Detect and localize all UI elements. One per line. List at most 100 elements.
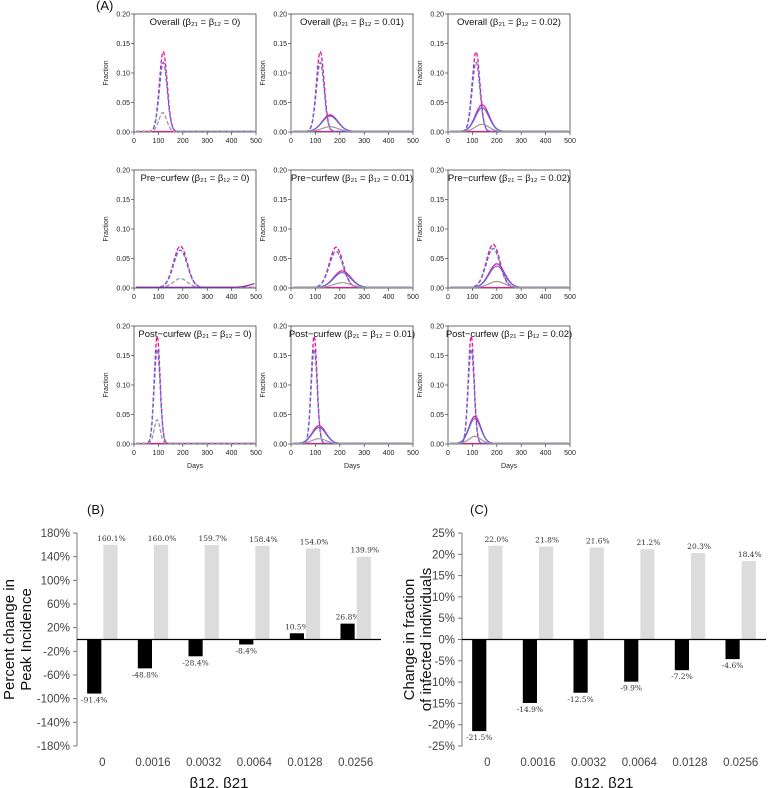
panel-label-a: (A)	[96, 0, 113, 13]
y-axis-title: Percent change inPeak Incidence	[1, 579, 35, 700]
series-line-blue	[136, 249, 255, 289]
y-tick-label: 0.20	[273, 12, 287, 19]
series-line-gray	[136, 111, 255, 133]
data-label: -48.8%	[132, 670, 158, 679]
x-tick-label: 0	[484, 757, 490, 769]
x-axis-label: Days	[344, 463, 360, 470]
x-tick-label: 0.0064	[622, 757, 658, 769]
y-tick-label: 0%	[438, 635, 455, 647]
bar	[691, 553, 706, 640]
y-tick-label: 0.10	[116, 383, 130, 390]
y-tick-label: 0.15	[273, 197, 287, 204]
y-tick-label: 0.20	[116, 168, 130, 175]
bar	[472, 639, 487, 732]
x-tick-label: 0	[446, 294, 450, 301]
y-axis-title-line: Peak Incidence	[18, 588, 35, 691]
x-tick-label: 0.0128	[287, 757, 322, 769]
x-tick-label: 200	[334, 138, 346, 145]
series-line-gray	[293, 126, 412, 132]
plot-frame	[290, 13, 414, 133]
x-tick-label: 100	[310, 450, 322, 457]
x-tick-label: 300	[515, 138, 527, 145]
x-tick-label: 100	[153, 450, 165, 457]
bar	[725, 639, 740, 660]
data-label: -7.2%	[671, 672, 693, 681]
bar	[154, 544, 169, 640]
series-line-gray	[450, 435, 569, 444]
x-tick-label: 0	[289, 138, 293, 145]
data-label: -28.4%	[182, 658, 208, 667]
y-tick-label: -5%	[435, 656, 455, 668]
x-tick-label: 100	[467, 294, 479, 301]
y-axis-label: Fraction	[260, 60, 267, 85]
y-tick-label: -100%	[37, 694, 70, 706]
x-tick-label: 100	[310, 294, 322, 301]
x-tick-label: 0	[446, 450, 450, 457]
data-label: -9.9%	[620, 684, 642, 693]
y-axis-label: Fraction	[417, 60, 424, 85]
small-multiple-panel: 0 100 200 300 400 500 0.00 0.05 0.10 0.15 0.20 Frac…	[417, 168, 576, 302]
x-tick-label: 300	[515, 294, 527, 301]
x-tick-label: 200	[334, 294, 346, 301]
plot-frame	[447, 325, 571, 445]
y-tick-label: 0.15	[430, 353, 444, 360]
y-axis-title-line: Change in fraction	[401, 579, 418, 701]
panel-title: Overall (β₂₁ = β₁₂ = 0.02)	[457, 17, 561, 28]
series-line-gray	[450, 123, 569, 132]
bar	[289, 633, 304, 640]
bar	[522, 639, 537, 703]
y-tick-label: 0.05	[430, 256, 444, 263]
y-tick-label: 140%	[41, 552, 70, 564]
series-line-gray	[450, 280, 569, 288]
small-multiple-panel: 0 100 200 300 400 500 0.00 0.05 0.10 0.15 0.20 Frac…	[260, 168, 419, 302]
y-tick-label: 0.00	[273, 130, 287, 137]
panel-label-b: (B)	[87, 502, 104, 517]
x-tick-label: 500	[564, 450, 576, 457]
series-line-magenta	[293, 246, 412, 289]
bar	[624, 639, 639, 682]
panel-title: Post−curfew (β₂₁ = β₁₂ = 0)	[138, 329, 251, 340]
panel-title: Post−curfew (β₂₁ = β₁₂ = 0.01)	[289, 329, 415, 340]
x-tick-label: 300	[358, 294, 370, 301]
y-tick-label: 0.20	[273, 168, 287, 175]
x-tick-label: 400	[226, 138, 238, 145]
series-line-blue	[293, 348, 412, 445]
y-axis-label: Fraction	[417, 372, 424, 397]
x-tick-label: 500	[407, 138, 419, 145]
bar	[306, 548, 321, 640]
bar	[137, 639, 152, 669]
y-axis-label: Fraction	[260, 216, 267, 241]
series-line-magenta	[450, 51, 569, 133]
x-axis-title: β12, β21	[575, 775, 634, 788]
y-tick-label: 0.00	[116, 442, 130, 449]
x-tick-label: 0.0032	[571, 757, 606, 769]
y-tick-label: 0.15	[116, 197, 130, 204]
data-label: -91.4%	[81, 696, 107, 705]
x-tick-label: 100	[153, 138, 165, 145]
y-tick-label: 0.15	[430, 41, 444, 48]
bar	[573, 639, 588, 693]
x-axis-label: Days	[187, 463, 203, 470]
small-multiple-panel: 0 100 200 300 400 500 0.00 0.05 0.10 0.15 0.20 Frac…	[260, 12, 419, 146]
y-tick-label: -20%	[43, 646, 70, 658]
y-tick-label: 0.10	[273, 383, 287, 390]
data-label: 20.3%	[687, 542, 711, 551]
panel-title: Post−curfew (β₂₁ = β₁₂ = 0.02)	[446, 329, 572, 340]
panel-title: Pre−curfew (β₂₁ = β₁₂ = 0.01)	[291, 173, 413, 184]
plot-frame	[290, 169, 414, 289]
data-label: -4.6%	[722, 661, 744, 670]
x-tick-label: 0.0016	[520, 757, 555, 769]
y-axis-label: Fraction	[260, 372, 267, 397]
y-tick-label: -60%	[43, 670, 70, 682]
y-tick-label: 180%	[41, 528, 70, 540]
bar	[239, 639, 254, 645]
x-tick-label: 400	[540, 294, 552, 301]
bar	[488, 545, 503, 640]
y-tick-label: 0.15	[273, 353, 287, 360]
y-tick-label: 10%	[432, 592, 455, 604]
y-axis-label: Fraction	[103, 372, 110, 397]
epidemic-curve-grid: 0 100 200 300 400 500 0.00 0.05 0.10 0.15 0.20 Frac…	[103, 12, 576, 471]
x-tick-label: 200	[177, 294, 189, 301]
